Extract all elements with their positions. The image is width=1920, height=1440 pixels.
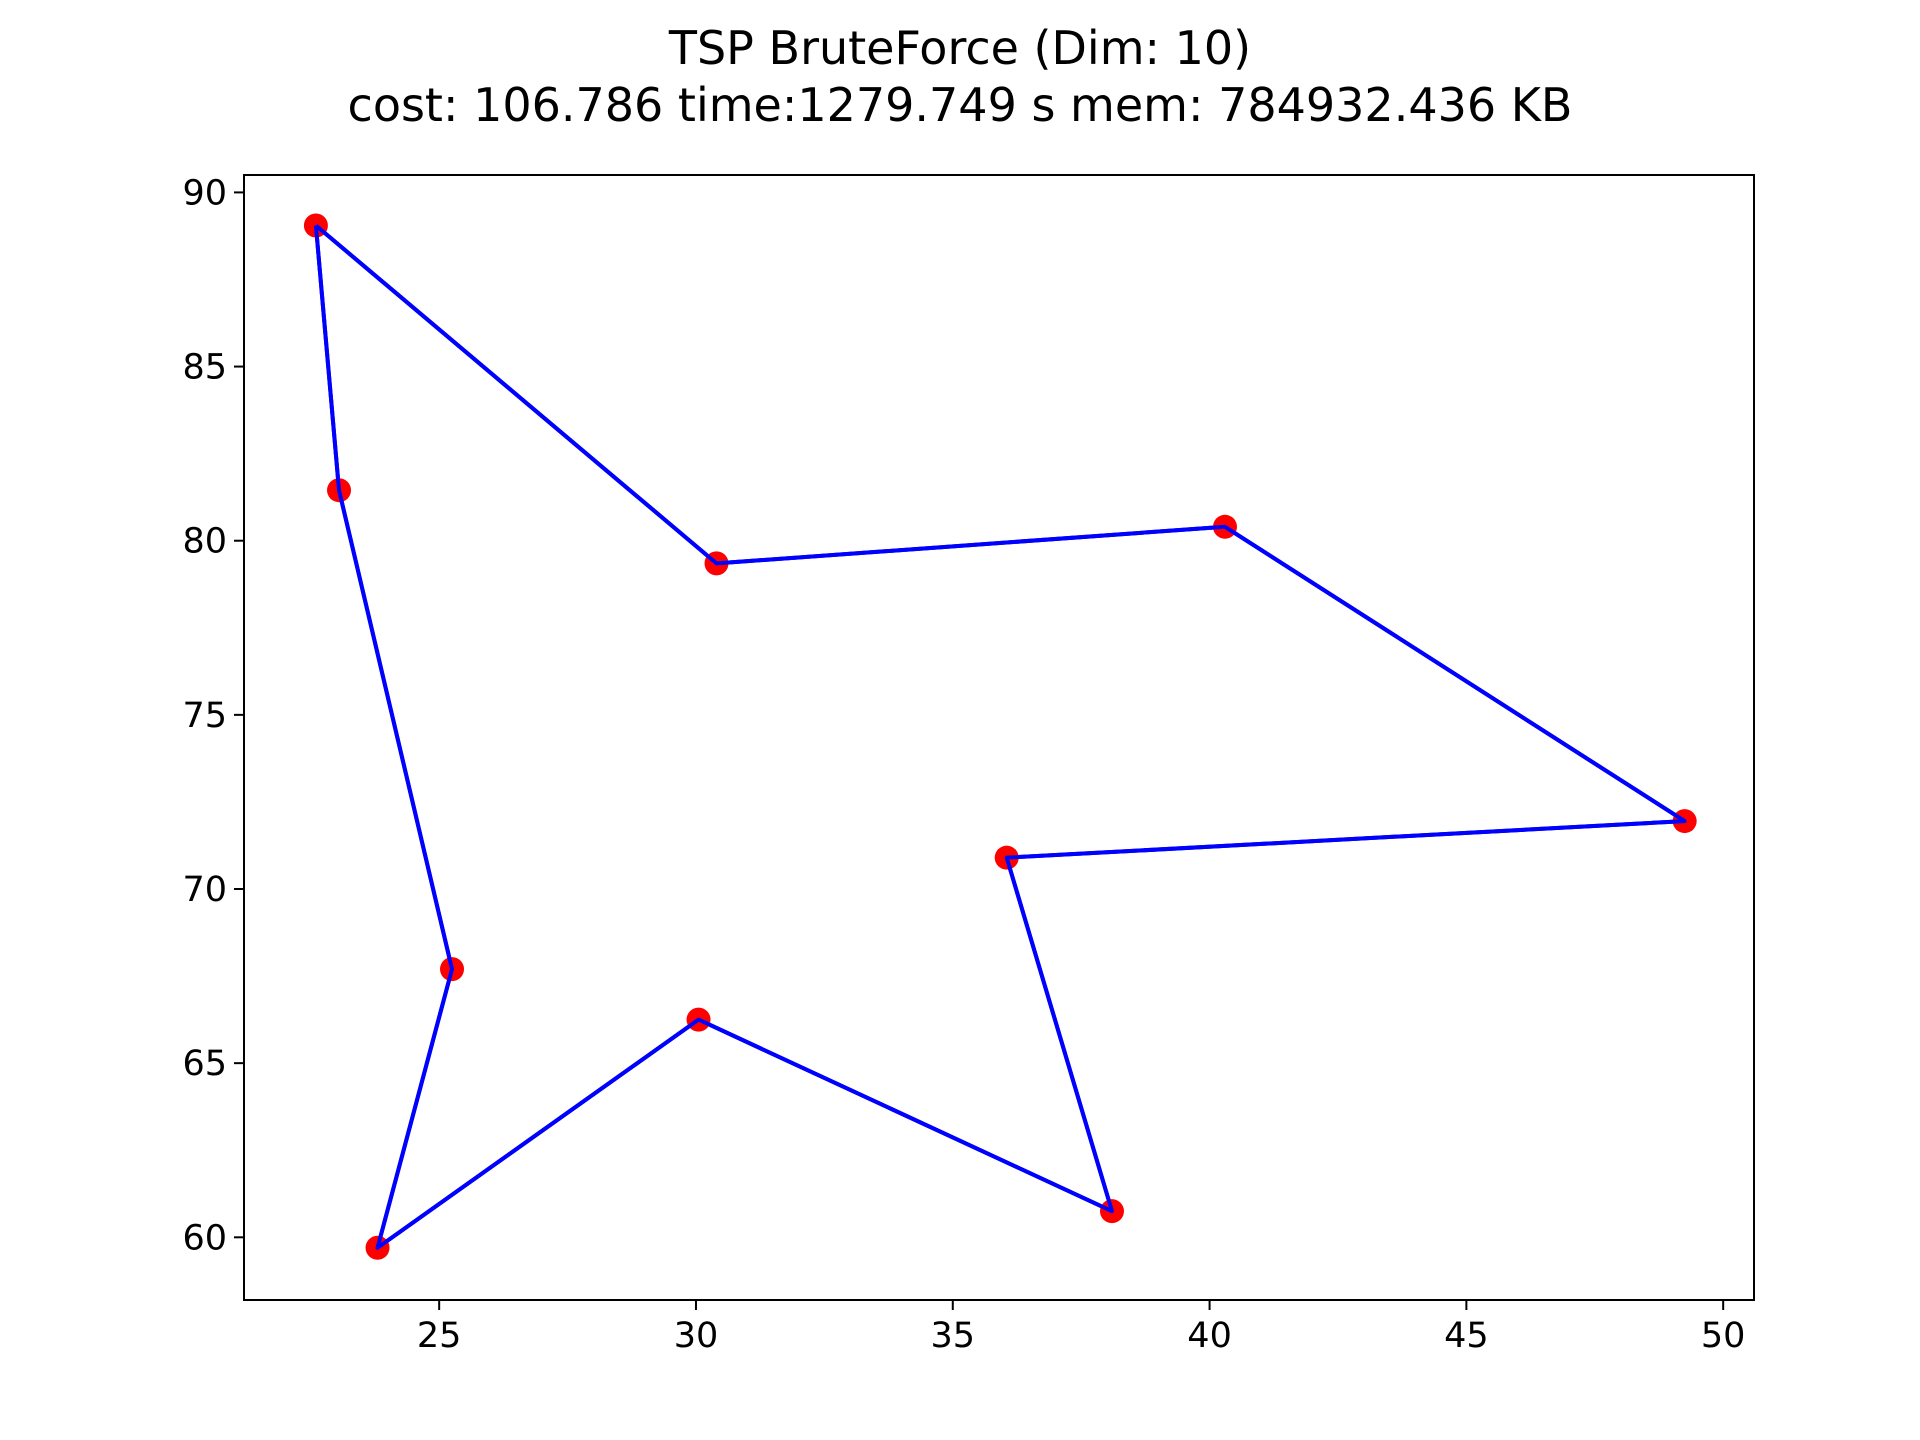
x-tick-label: 50 (1701, 1316, 1746, 1356)
y-tick-label: 60 (182, 1218, 227, 1258)
x-tick-label: 40 (1187, 1316, 1232, 1356)
x-tick-label: 25 (417, 1316, 462, 1356)
tour-path-overlay (313, 223, 1687, 1250)
chart-subtitle: cost: 106.786 time:1279.749 s mem: 78493… (348, 78, 1573, 132)
x-tick-label: 35 (931, 1316, 976, 1356)
y-tick-label: 80 (182, 522, 227, 562)
y-tick-label: 65 (182, 1044, 227, 1084)
y-tick-label: 75 (182, 696, 227, 736)
x-tick-label: 30 (674, 1316, 719, 1356)
plot-area: 25 30 35 40 45 50 60 65 70 75 80 85 90 (182, 173, 1755, 1356)
x-tick-label: 45 (1444, 1316, 1489, 1356)
y-tick-label: 70 (182, 870, 227, 910)
axes-frame (243, 174, 1755, 1301)
y-tick-label: 85 (182, 348, 227, 388)
chart-title: TSP BruteForce (Dim: 10) (668, 21, 1251, 75)
y-tick-label: 90 (182, 173, 227, 213)
